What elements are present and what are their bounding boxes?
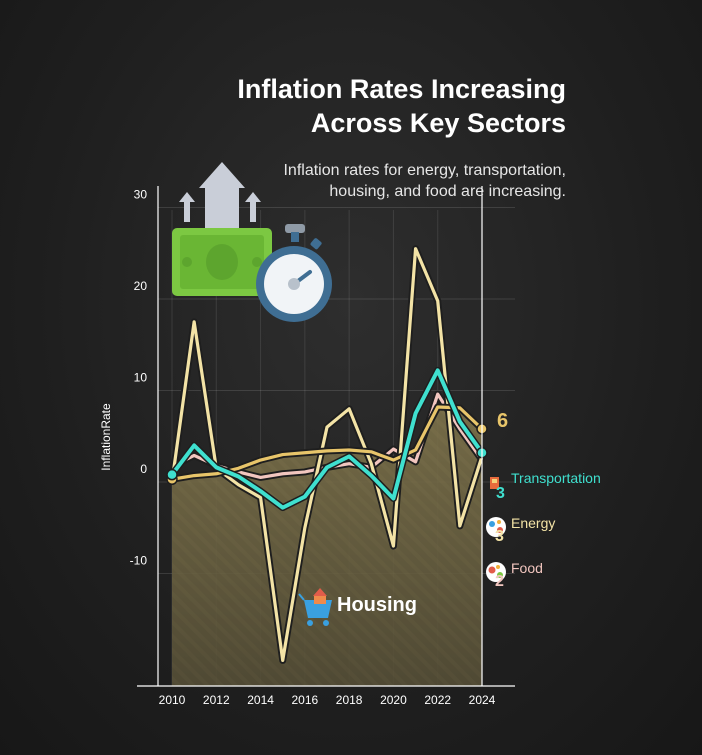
x-tick-label: 2012 <box>203 693 230 707</box>
shopping-cart-house-icon <box>298 588 332 626</box>
x-tick-label: 2022 <box>424 693 451 707</box>
fuel-pump-icon <box>490 477 499 489</box>
x-tick-label: 2010 <box>159 693 186 707</box>
series-lines <box>166 245 488 664</box>
transportation-end-value: 3 <box>496 485 505 502</box>
y-tick-label: -10 <box>130 554 148 568</box>
chart-title: Inflation Rates Increasing Across Key Se… <box>106 72 566 140</box>
x-tick-label: 2014 <box>247 693 274 707</box>
energy-end-value: 3 <box>495 528 504 545</box>
money-growth-icon <box>172 162 272 296</box>
chart-subtitle: Inflation rates for energy, transportati… <box>236 160 566 202</box>
food-icon <box>486 562 506 582</box>
x-tick-label: 2016 <box>292 693 319 707</box>
transportation-series-label: Transportation <box>511 470 601 486</box>
x-tick-label: 2018 <box>336 693 363 707</box>
y-tick-label: 30 <box>134 188 148 202</box>
stopwatch-icon <box>256 224 332 322</box>
y-tick-label: 10 <box>134 371 148 385</box>
energy-series-label: Energy <box>511 515 555 531</box>
housing-series-label: Housing <box>337 594 417 616</box>
x-tick-label: 2020 <box>380 693 407 707</box>
chart-subtitle-line-1: Inflation rates for energy, transportati… <box>283 162 566 179</box>
food-end-value: 2 <box>495 573 504 590</box>
transportation-start-point <box>166 468 178 481</box>
housing-end-value: 6 <box>497 410 508 432</box>
energy-icon <box>486 517 506 537</box>
food-series-label: Food <box>511 560 543 576</box>
y-axis-label: InflationRate <box>99 403 113 471</box>
transportation-line <box>170 368 484 510</box>
axes <box>137 186 515 687</box>
y-tick-label: 20 <box>134 279 148 293</box>
y-tick-label: 0 <box>140 462 147 476</box>
chart-title-line-2: Across Key Sectors <box>310 108 566 138</box>
x-tick-label: 2024 <box>469 693 496 707</box>
housing-label-group: Housing <box>298 588 417 626</box>
chart-title-line-1: Inflation Rates Increasing <box>237 74 566 104</box>
right-legend: 6 3 Transportation 3 Energy 2 Food <box>486 410 601 590</box>
chart-subtitle-line-2: housing, and food are increasing. <box>329 183 566 200</box>
